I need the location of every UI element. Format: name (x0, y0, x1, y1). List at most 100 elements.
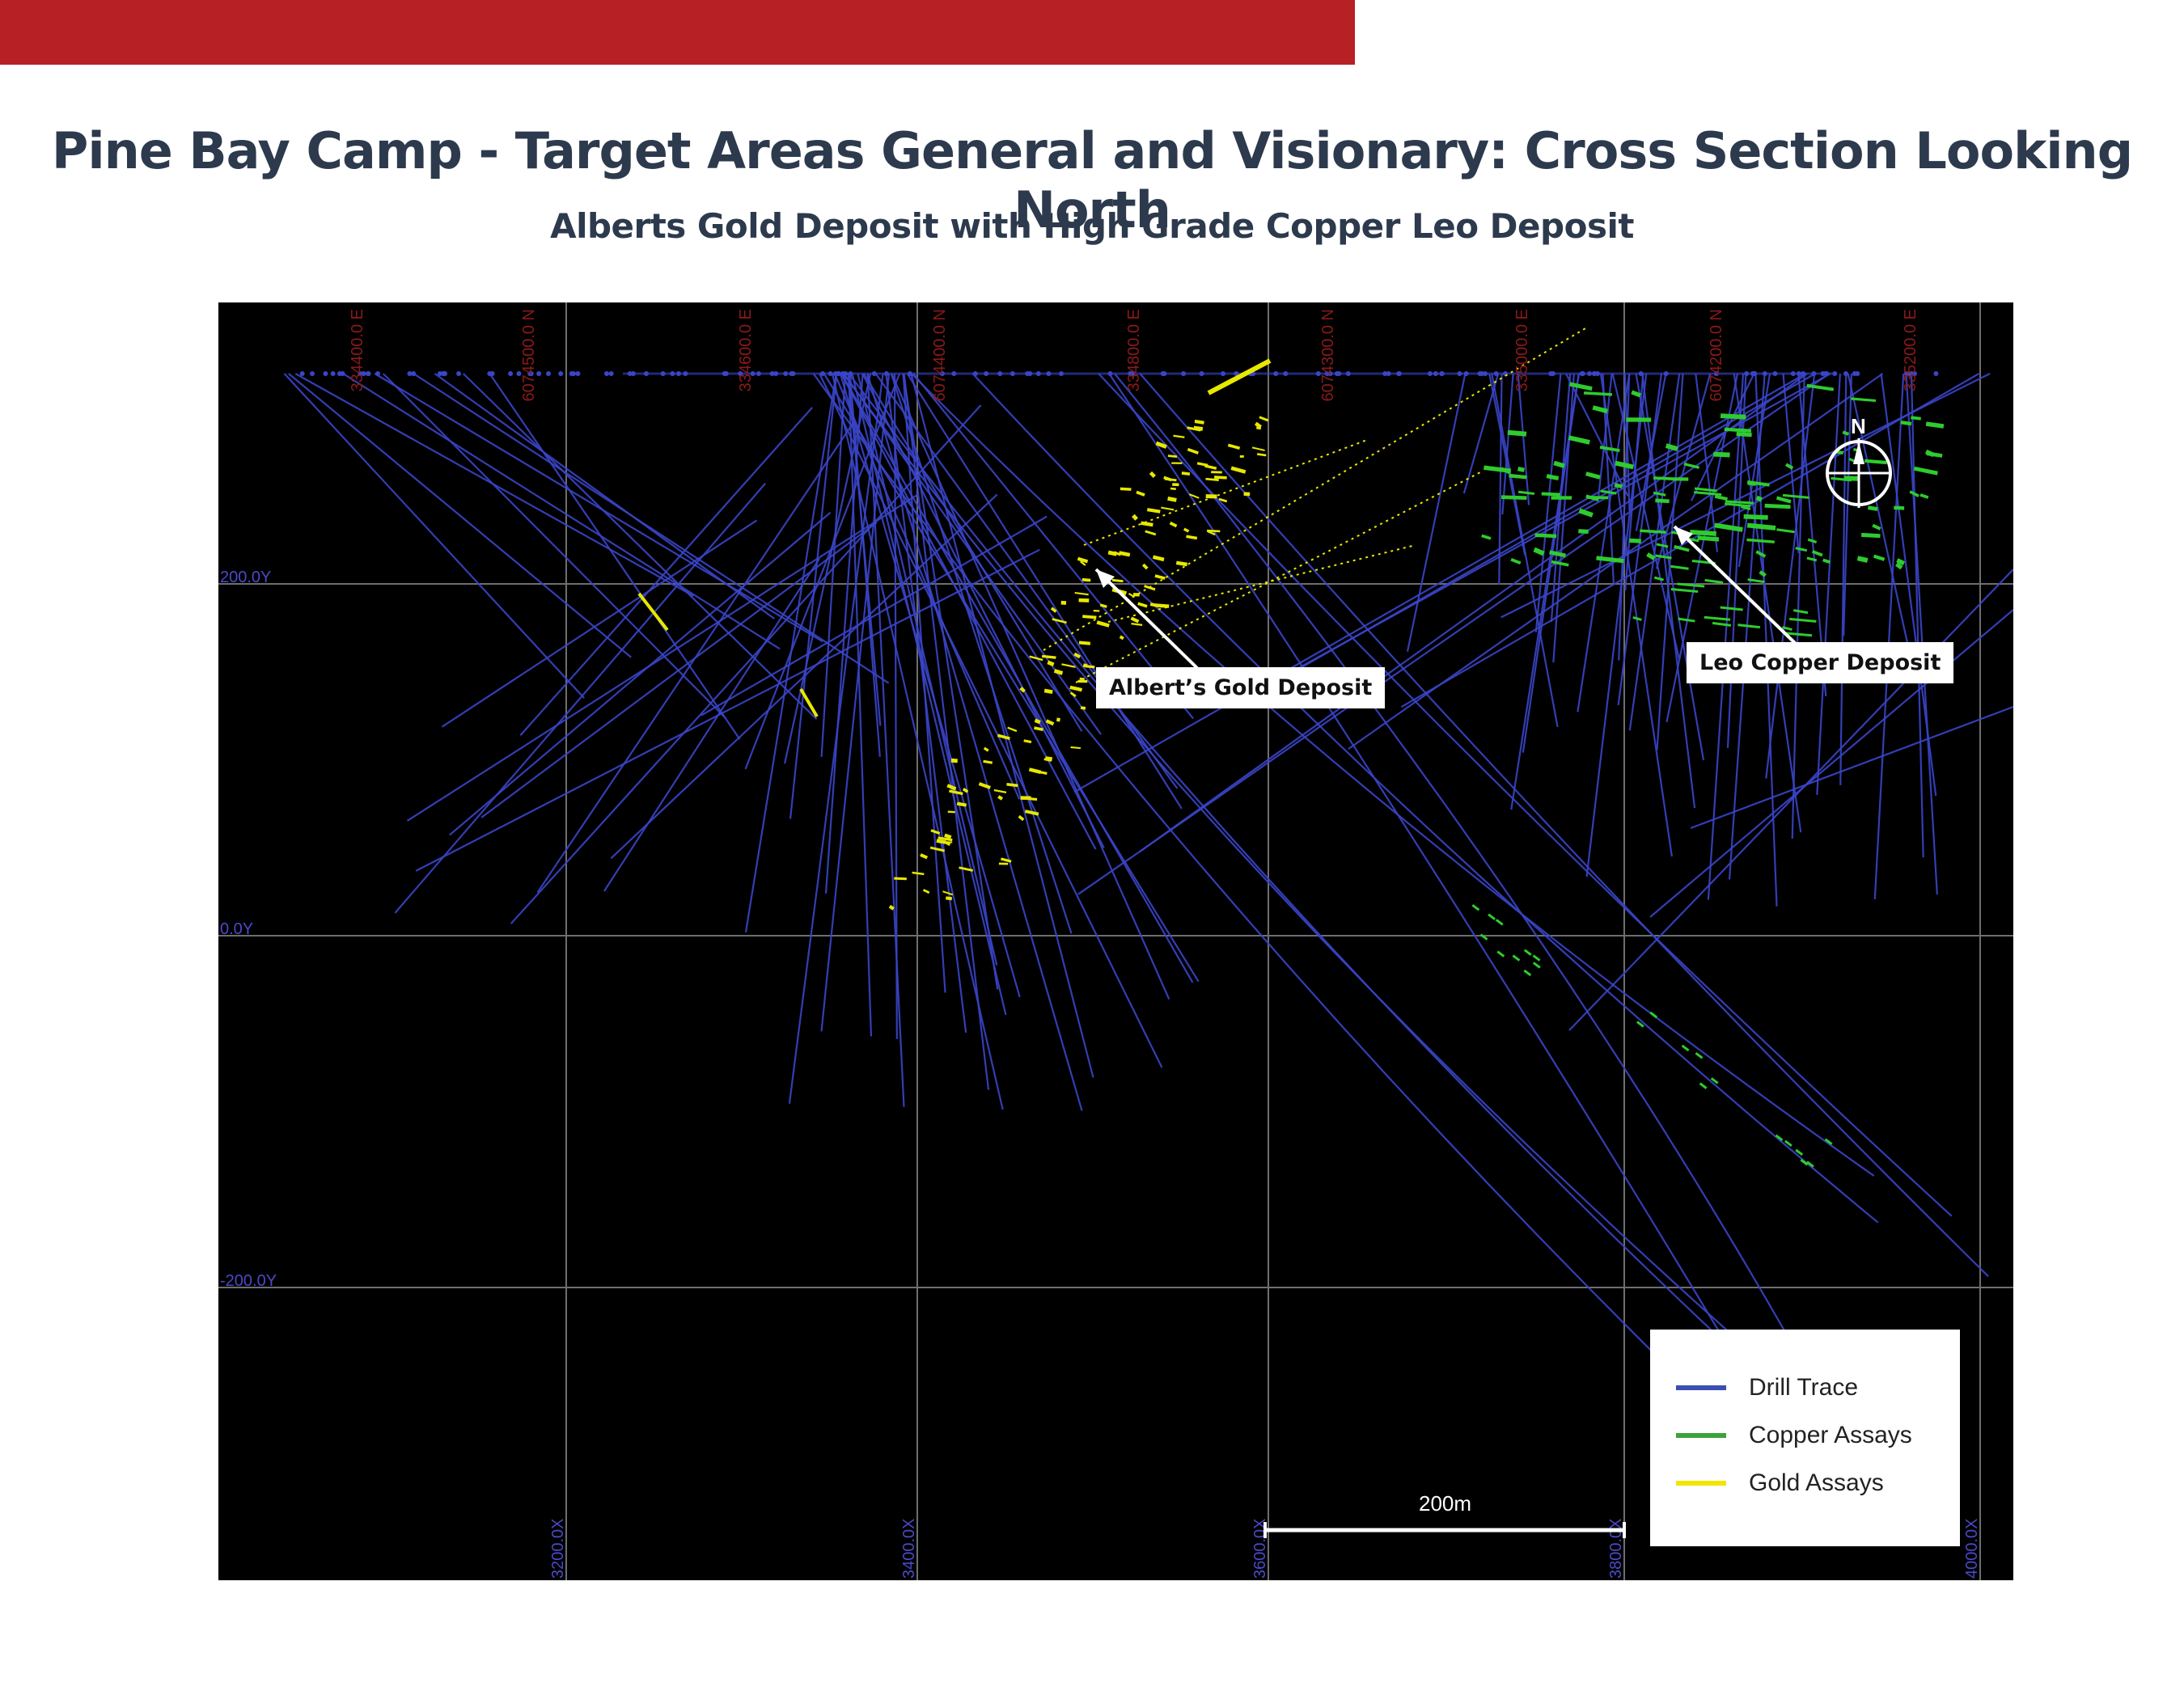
legend-item-gold-assays: Gold Assays (1676, 1467, 1884, 1499)
copper-assay (1496, 950, 1505, 958)
copper-assay (1856, 556, 1869, 563)
gold-assay (1155, 441, 1167, 449)
copper-assay (1517, 467, 1526, 472)
drill-trace (1139, 373, 1808, 853)
gold-assay (920, 853, 929, 860)
drill-trace (902, 373, 946, 993)
drill-trace (1098, 373, 1953, 1217)
copper-assay (1694, 487, 1717, 493)
left-coord-label: -200.0Y (220, 1272, 277, 1290)
drill-trace (866, 373, 905, 1107)
drill-trace (1695, 373, 1719, 552)
gold-assay (1077, 556, 1089, 564)
drill-trace (1293, 373, 1816, 673)
drill-trace (1791, 373, 1805, 839)
copper-assay (1704, 615, 1731, 621)
copper-assay (1615, 460, 1634, 470)
gold-assay (1161, 506, 1175, 511)
drill-trace (1500, 373, 1991, 619)
drill-trace (342, 373, 781, 650)
copper-assay (1697, 535, 1720, 542)
gold-assay (978, 782, 991, 789)
legend-item-copper-assays: Copper Assays (1676, 1419, 1912, 1452)
drill-trace (783, 373, 872, 764)
gold-assay (944, 833, 952, 839)
copper-assay (1665, 443, 1678, 451)
gold-assay (1074, 591, 1089, 596)
collar-point (407, 371, 413, 376)
copper-assay (1479, 933, 1488, 941)
gold-assay (1086, 665, 1095, 669)
drill-trace (832, 373, 1004, 1110)
copper-assay (1746, 522, 1776, 531)
drill-trace (1073, 373, 1806, 793)
drill-trace (510, 404, 982, 924)
copper-assay (1759, 570, 1767, 577)
drill-trace (406, 493, 919, 822)
gold-assay (1256, 425, 1262, 430)
drill-trace (857, 373, 998, 966)
drill-trace (489, 373, 741, 740)
copper-assay (1785, 463, 1794, 470)
copper-assay (1894, 505, 1905, 510)
top-coord-label: 335000.0 E (1513, 309, 1531, 391)
copper-assay (1843, 476, 1860, 481)
gold-assay (1119, 551, 1131, 557)
collar-point (358, 371, 363, 376)
copper-assay (1775, 1134, 1784, 1141)
drill-trace (840, 373, 1194, 983)
copper-assay (1596, 556, 1624, 564)
copper-assay (1755, 550, 1767, 558)
gold-assay (1080, 560, 1086, 566)
copper-assay (1592, 405, 1608, 414)
gold-assay (997, 795, 1004, 801)
drill-trace (1816, 373, 1841, 795)
drill-trace (862, 373, 1083, 732)
gold-assay (1050, 607, 1057, 613)
drill-trace (911, 373, 1875, 1177)
drill-trace (1510, 373, 1580, 810)
copper-assay (1585, 471, 1601, 480)
gold-assay (1186, 535, 1198, 540)
copper-assay (1674, 544, 1690, 552)
copper-assay (1512, 954, 1521, 962)
drill-trace (823, 373, 1200, 983)
gold-assay (1082, 615, 1097, 619)
copper-assay (1896, 558, 1906, 566)
gold-assay (1181, 471, 1191, 476)
coordinate-labels: 334400.0 E 6074500.0 N 334600.0 E 6074400.0… (220, 309, 1981, 1579)
copper-assay (1523, 949, 1532, 956)
collar-point (366, 371, 371, 376)
copper-assay (1690, 529, 1716, 536)
copper-assay (1509, 473, 1527, 480)
gold-assay (1006, 782, 1018, 788)
collar-point (528, 371, 534, 376)
gold-assay (962, 788, 969, 793)
copper-assay (1746, 538, 1775, 543)
drill-trace (441, 519, 758, 728)
gold-assay (993, 789, 1007, 793)
copper-assay (1553, 460, 1565, 468)
collar-point (336, 371, 342, 376)
copper-assay (1629, 538, 1641, 543)
left-coord-label: 200.0Y (220, 569, 271, 586)
copper-assay (1653, 491, 1666, 497)
drill-trace (1905, 373, 1938, 895)
gold-assay (1130, 616, 1140, 624)
copper-assay (1913, 466, 1938, 476)
copper-assay (1782, 626, 1792, 632)
copper-assay (1510, 557, 1522, 565)
copper-assay (1646, 552, 1656, 560)
drill-trace (848, 373, 1792, 1406)
copper-assay (1725, 500, 1754, 505)
drill-trace (910, 373, 1094, 1078)
gold-assay (1193, 425, 1204, 431)
gold-assay (1149, 471, 1156, 478)
copper-assay (1704, 578, 1724, 584)
drill-trace (1585, 373, 1648, 877)
gold-assay (1188, 493, 1200, 499)
gold-assay (1167, 496, 1177, 502)
gold-assay (1120, 487, 1132, 491)
gold-assay (1132, 514, 1139, 521)
copper-assay (1822, 558, 1831, 564)
